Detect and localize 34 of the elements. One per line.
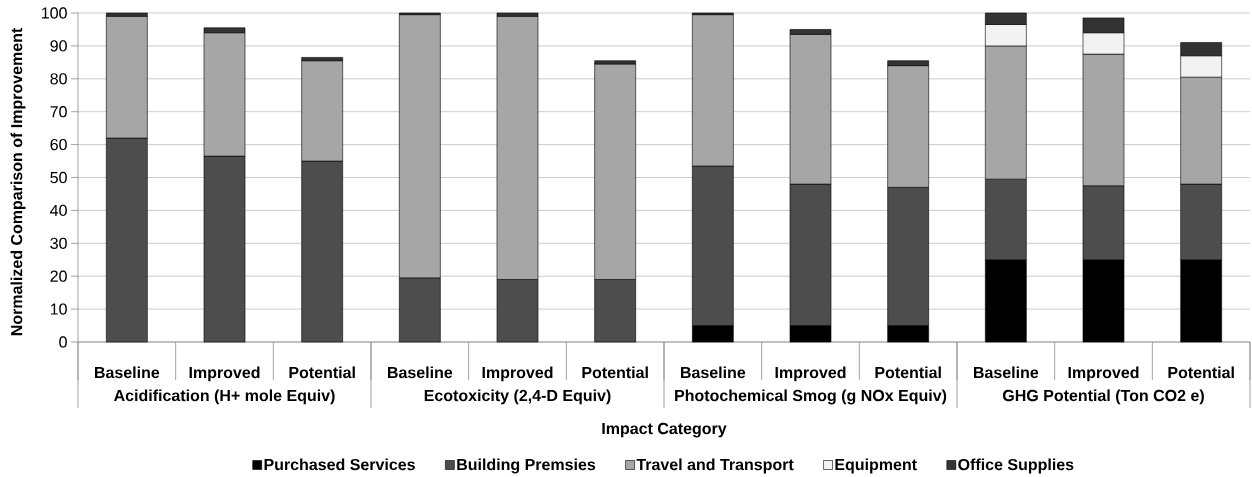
text: Acidification (H+ mole Equiv) xyxy=(114,389,335,405)
x-tick-label: Potential xyxy=(289,366,355,379)
y-tick-label: 100 xyxy=(42,7,67,19)
y-tick-label: 50 xyxy=(50,171,67,184)
legend-label: Travel and Transport xyxy=(636,458,794,474)
x-tick-label: Improved xyxy=(775,366,846,382)
legend-label: Office Supplies xyxy=(958,458,1074,474)
x-tick-label: Potential xyxy=(582,366,648,379)
y-tick-label: 90 xyxy=(50,40,67,52)
legend-label: Equipment xyxy=(835,458,917,474)
y-tick-label: 40 xyxy=(50,204,67,217)
x-tick-label: Potential xyxy=(1168,366,1234,379)
y-tick-label: 20 xyxy=(50,270,67,282)
x-tick-label: Improved xyxy=(1068,366,1139,382)
legend-label: Building Premsies xyxy=(457,458,596,474)
y-tick-label: 10 xyxy=(50,303,67,315)
y-tick-label: 0 xyxy=(59,336,67,348)
text: GHG Potential (Ton CO2 e) xyxy=(1002,389,1204,405)
legend-label: Purchased Services xyxy=(264,458,415,471)
x-tick-label: Improved xyxy=(189,366,260,382)
x-tick-label: Improved xyxy=(482,366,553,382)
y-tick-label: 70 xyxy=(50,106,67,118)
text: Photochemical Smog (g NOx Equiv) xyxy=(675,389,947,405)
y-tick-label: 60 xyxy=(50,138,67,151)
y-axis-title: Normalized Comparison of Improvement xyxy=(10,27,26,336)
x-axis-title: Impact Category xyxy=(602,422,727,438)
text: Ecotoxicity (2,4-D Equiv) xyxy=(424,389,611,405)
y-tick-label: 30 xyxy=(50,237,67,249)
x-tick-label: Potential xyxy=(875,366,941,379)
y-tick-label: 80 xyxy=(50,73,67,85)
x-tick-label: Baseline xyxy=(388,366,453,379)
x-tick-label: Baseline xyxy=(681,366,746,379)
x-tick-label: Baseline xyxy=(95,366,160,379)
x-tick-label: Baseline xyxy=(974,366,1039,379)
